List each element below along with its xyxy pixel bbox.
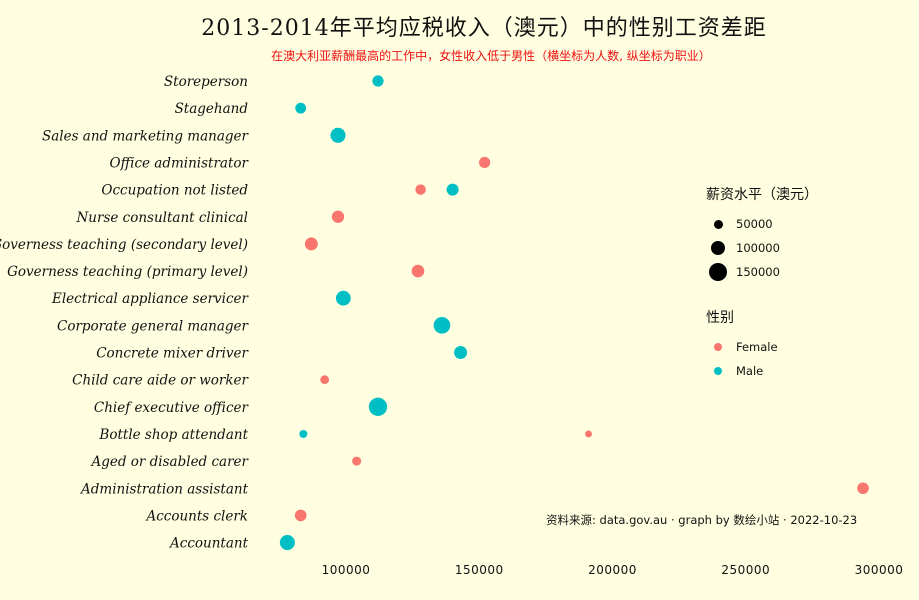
size-legend-item: 150000 bbox=[706, 260, 818, 284]
data-point-male bbox=[368, 397, 388, 416]
y-tick-label: Administration assistant bbox=[79, 481, 249, 497]
data-point-female bbox=[415, 184, 426, 195]
size-legend-dot-small bbox=[713, 219, 723, 229]
x-tick-label: 300000 bbox=[855, 563, 904, 577]
color-legend-label: Male bbox=[736, 364, 764, 378]
size-legend-label: 100000 bbox=[736, 241, 780, 255]
data-point-male bbox=[279, 535, 295, 551]
y-tick-label: Office administrator bbox=[110, 155, 250, 171]
data-point-male bbox=[335, 290, 351, 306]
data-point-female bbox=[857, 482, 869, 495]
size-legend: 薪资水平（澳元） 50000 100000 150000 bbox=[706, 184, 818, 284]
size-legend-label: 150000 bbox=[736, 265, 780, 279]
color-legend-item: Male bbox=[706, 359, 778, 383]
y-tick-label: Bottle shop attendant bbox=[98, 427, 248, 443]
x-tick-label: 150000 bbox=[455, 563, 504, 577]
color-legend-item: Female bbox=[706, 335, 778, 359]
source-caption: 资料来源: data.gov.au · graph by 数绘小站 · 2022… bbox=[546, 513, 858, 527]
data-point-female bbox=[331, 210, 345, 223]
color-legend: 性别 Female Male bbox=[706, 307, 778, 383]
size-legend-dot-medium bbox=[711, 241, 725, 255]
x-tick-label: 200000 bbox=[588, 563, 637, 577]
data-point-female bbox=[294, 509, 307, 522]
y-tick-label: Accountant bbox=[168, 536, 249, 552]
data-point-male bbox=[433, 317, 451, 334]
data-point-male bbox=[330, 127, 346, 143]
x-tick-label: 100000 bbox=[322, 563, 371, 577]
data-point-male bbox=[372, 75, 384, 87]
y-tick-label: Sales and marketing manager bbox=[42, 128, 250, 144]
size-legend-item: 100000 bbox=[706, 236, 818, 260]
size-legend-label: 50000 bbox=[736, 217, 773, 231]
y-tick-label: Chief executive officer bbox=[94, 400, 250, 416]
size-legend-item: 50000 bbox=[706, 212, 818, 236]
y-tick-label: Electrical appliance servicer bbox=[51, 291, 250, 307]
color-legend-label: Female bbox=[736, 340, 778, 354]
male-legend-dot bbox=[714, 367, 722, 375]
y-tick-label: Concrete mixer driver bbox=[96, 346, 249, 362]
data-point-male bbox=[299, 429, 308, 438]
size-legend-dot-large bbox=[709, 263, 727, 281]
size-legend-title: 薪资水平（澳元） bbox=[706, 187, 818, 203]
chart-title: 2013-2014年平均应税收入（澳元）中的性别工资差距 bbox=[201, 16, 767, 41]
y-tick-label: Child care aide or worker bbox=[72, 373, 249, 389]
y-tick-label: Storeperson bbox=[164, 74, 248, 90]
y-tick-label: Governess teaching (secondary level) bbox=[0, 237, 248, 253]
y-tick-label: Aged or disabled carer bbox=[89, 454, 249, 470]
data-point-female bbox=[585, 430, 592, 438]
data-point-male bbox=[454, 346, 468, 359]
data-point-female bbox=[304, 237, 318, 251]
data-point-female bbox=[320, 375, 330, 384]
female-legend-dot bbox=[714, 343, 722, 351]
chart-subtitle: 在澳大利亚薪酬最高的工作中，女性收入低于男性（横坐标为人数, 纵坐标为职业） bbox=[271, 49, 711, 63]
data-point-male bbox=[446, 183, 459, 196]
y-tick-label: Accounts clerk bbox=[144, 508, 248, 524]
data-point-male bbox=[295, 102, 307, 114]
y-tick-label: Stagehand bbox=[175, 101, 249, 117]
data-point-female bbox=[411, 264, 425, 278]
y-tick-label: Governess teaching (primary level) bbox=[7, 264, 248, 280]
x-tick-label: 250000 bbox=[721, 563, 770, 577]
data-point-female bbox=[478, 156, 491, 169]
y-tick-label: Corporate general manager bbox=[57, 318, 250, 334]
color-legend-title: 性别 bbox=[706, 310, 734, 326]
y-tick-label: Nurse consultant clinical bbox=[75, 210, 248, 226]
y-tick-label: Occupation not listed bbox=[101, 183, 248, 199]
data-point-female bbox=[352, 456, 362, 466]
